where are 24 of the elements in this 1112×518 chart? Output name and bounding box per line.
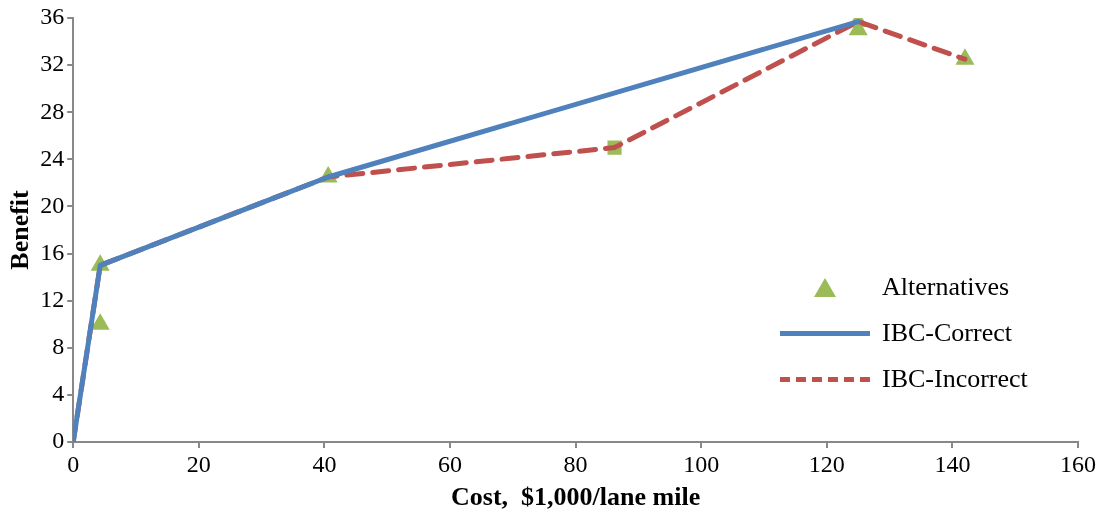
y-tick-label: 24 <box>40 144 65 171</box>
y-tick-label: 8 <box>52 333 65 360</box>
x-tick-label: 140 <box>934 450 971 477</box>
y-tick-label: 4 <box>52 380 65 407</box>
legend-label: IBC-Incorrect <box>882 364 1028 394</box>
x-tick-label: 120 <box>808 450 845 477</box>
x-tick-label: 80 <box>563 450 588 477</box>
legend-label: IBC-Correct <box>882 318 1012 348</box>
y-axis-title: Benefit <box>5 189 35 270</box>
x-tick-label: 60 <box>438 450 462 477</box>
y-tick-label: 16 <box>40 238 65 265</box>
x-tick-label: 20 <box>186 450 211 477</box>
x-tick-label: 160 <box>1060 450 1096 477</box>
y-tick-label: 12 <box>40 285 65 312</box>
y-tick-label: 32 <box>40 50 65 77</box>
x-tick-label: 40 <box>312 450 337 477</box>
legend-label: Alternatives <box>882 272 1010 302</box>
y-tick-label: 0 <box>52 427 65 454</box>
x-axis-title: Cost, $1,000/lane mile <box>451 482 701 512</box>
point <box>90 313 110 330</box>
x-tick-label: 100 <box>683 450 720 477</box>
y-tick-label: 36 <box>40 3 65 30</box>
y-tick-label: 28 <box>40 97 65 124</box>
y-tick-label: 20 <box>40 191 65 218</box>
